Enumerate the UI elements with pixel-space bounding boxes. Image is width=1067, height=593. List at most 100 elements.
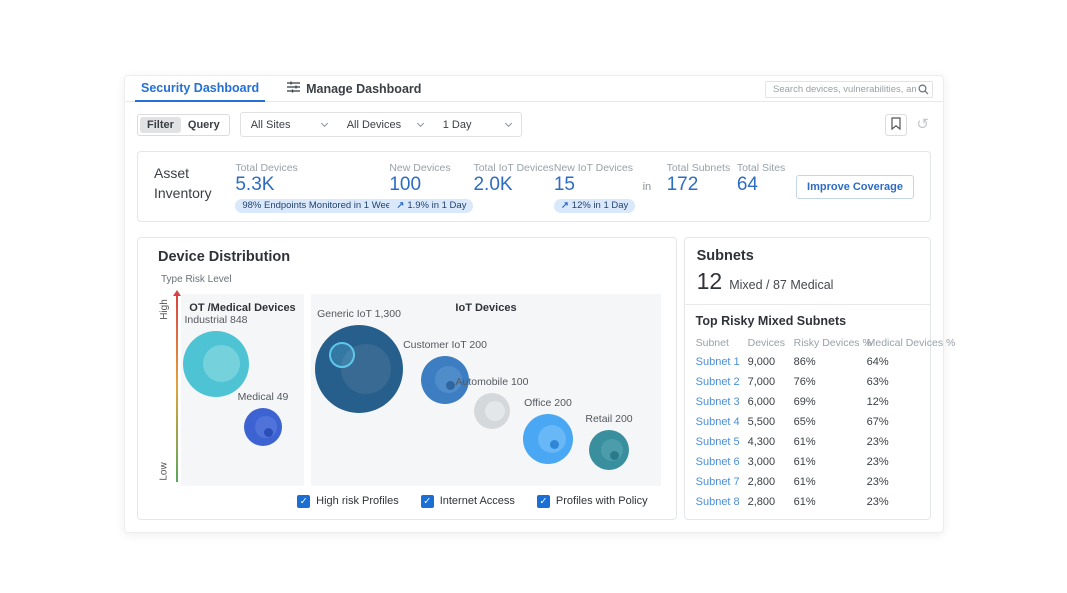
subnet-link[interactable]: Subnet 7 (695, 475, 740, 488)
subnet-link[interactable]: Subnet 3 (695, 395, 740, 408)
subnet-link[interactable]: Subnet 1 (695, 355, 740, 368)
improve-coverage-button[interactable]: Improve Coverage (796, 175, 914, 200)
checkbox-label: Profiles with Policy (555, 495, 648, 508)
bubble-generic-iot[interactable] (315, 324, 403, 413)
query-button[interactable]: Query (181, 117, 227, 133)
bubble-office[interactable] (523, 413, 573, 464)
bookmark-button[interactable] (885, 113, 908, 136)
metric-value: 15 (553, 174, 575, 195)
column-header-devices: Devices (747, 337, 785, 350)
table-row: Subnet 6 3,000 61% 23% (696, 452, 924, 472)
checkbox-internet-access[interactable]: ✓ Internet Access (420, 494, 515, 508)
sites-dropdown[interactable]: All Sites (241, 119, 337, 131)
subnets-title: Subnets (696, 247, 754, 264)
sliders-icon (287, 81, 301, 96)
table-cell: 61% (793, 435, 816, 448)
risk-axis (176, 295, 178, 482)
checkbox-high-risk-profiles[interactable]: ✓ High risk Profiles (297, 494, 399, 508)
subnet-link[interactable]: Subnet 8 (695, 495, 740, 508)
metric-value: 100 (389, 174, 422, 195)
top-risky-subnets-title: Top Risky Mixed Subnets (695, 313, 847, 328)
table-cell: 61% (793, 455, 816, 468)
subnet-link[interactable]: Subnet 2 (695, 375, 740, 388)
subnets-summary: Mixed / 87 Medical (729, 277, 834, 292)
checkbox-checked-icon: ✓ (536, 494, 550, 508)
table-row: Subnet 7 2,800 61% 23% (696, 472, 924, 492)
table-cell: 61% (793, 495, 816, 508)
bubble-label-medical: Medical 49 (237, 390, 289, 403)
tab-manage-dashboard[interactable]: Manage Dashboard (281, 76, 427, 102)
bubble-industrial[interactable] (183, 330, 249, 397)
sites-dropdown-value: All Sites (250, 118, 291, 131)
table-cell: 3,000 (747, 455, 776, 468)
subnet-link[interactable]: Subnet 4 (695, 415, 740, 428)
table-cell: 63% (866, 375, 889, 388)
iot-group-title: IoT Devices (455, 301, 517, 314)
bubble-label-automobile: Automobile 100 (455, 375, 529, 388)
subnet-link[interactable]: Subnet 6 (695, 455, 740, 468)
main-columns: Device Distribution Type Risk Level High… (137, 236, 955, 520)
asset-inventory-panel: Asset Inventory Total Devices 5.3K 98% E… (137, 151, 931, 222)
metric-value: 5.3K (235, 174, 275, 195)
toolbar-icons: ↺ (885, 113, 929, 136)
device-distribution-title: Device Distribution (158, 248, 291, 265)
table-cell: 9,000 (747, 355, 776, 368)
table-cell: 86% (793, 355, 816, 368)
risk-axis-label: Type Risk Level (161, 273, 232, 285)
table-row: Subnet 4 5,500 65% 67% (696, 412, 924, 432)
devices-dropdown[interactable]: All Devices (337, 119, 433, 131)
mixed-subnets-count: 12 (696, 267, 723, 294)
filter-button[interactable]: Filter (140, 116, 181, 133)
filter-bar: Filter Query All Sites All Devices 1 Day (125, 102, 943, 143)
table-row: Subnet 1 9,000 86% 64% (696, 352, 924, 372)
bookmark-icon (891, 116, 902, 133)
refresh-icon[interactable]: ↺ (916, 116, 929, 133)
column-header-medical-devices: Medical Devices % (866, 337, 956, 350)
bubble-customer-iot[interactable] (421, 355, 469, 404)
table-cell: 23% (866, 435, 889, 448)
bubble-automobile[interactable] (474, 392, 510, 429)
tab-security-label: Security Dashboard (141, 81, 260, 95)
device-distribution-panel: Device Distribution Type Risk Level High… (137, 236, 677, 520)
checkbox-checked-icon: ✓ (420, 494, 434, 508)
column-header-subnet: Subnet (695, 337, 729, 350)
subnet-link[interactable]: Subnet 5 (695, 435, 740, 448)
table-cell: 2,800 (747, 475, 776, 488)
bubble-label-customer-iot: Customer IoT 200 (403, 338, 487, 351)
metric-value: 2.0K (473, 174, 513, 195)
tab-manage-label: Manage Dashboard (306, 81, 422, 96)
in-text: in (642, 181, 652, 193)
security-dashboard-app: Security Dashboard Manage Dashboard Filt… (124, 75, 955, 533)
metric-total-subnets: Total Subnets 172 (667, 162, 737, 196)
dropdown-group: All Sites All Devices 1 Day (239, 112, 522, 137)
table-cell: 7,000 (747, 375, 776, 388)
bubble-medical[interactable] (244, 407, 282, 446)
bubble-label-industrial: Industrial 848 (184, 313, 248, 326)
table-cell: 67% (866, 415, 889, 428)
search-input[interactable] (765, 81, 933, 98)
table-row: Subnet 5 4,300 61% 23% (696, 432, 924, 452)
chevron-down-icon (416, 119, 424, 127)
table-row: Subnet 2 7,000 76% 63% (696, 372, 924, 392)
metric-value: 172 (666, 174, 699, 195)
search-box (765, 79, 933, 98)
bubble-retail[interactable] (589, 429, 629, 470)
table-row: Subnet 8 2,800 61% 23% (696, 492, 924, 512)
tabs-row: Security Dashboard Manage Dashboard (125, 76, 943, 102)
table-cell: 4,300 (747, 435, 776, 448)
table-cell: 6,000 (747, 395, 776, 408)
chevron-down-icon (320, 119, 328, 127)
tab-security-dashboard[interactable]: Security Dashboard (135, 76, 266, 102)
table-cell: 12% (866, 395, 889, 408)
status-badge: 98% Endpoints Monitored in 1 Week (235, 198, 403, 213)
chart-filter-checkboxes: ✓ High risk Profiles ✓ Internet Access ✓ Prof… (297, 494, 648, 508)
period-dropdown[interactable]: 1 Day (433, 119, 521, 131)
divider (684, 303, 930, 305)
table-cell: 23% (866, 495, 889, 508)
axis-arrow (173, 289, 181, 296)
table-cell: 69% (793, 395, 816, 408)
checkbox-profiles-with-policy[interactable]: ✓ Profiles with Policy (536, 494, 648, 508)
ot-medical-group-title: OT /Medical Devices (189, 301, 296, 314)
table-cell: 64% (866, 355, 889, 368)
metric-value: 64 (736, 174, 758, 195)
